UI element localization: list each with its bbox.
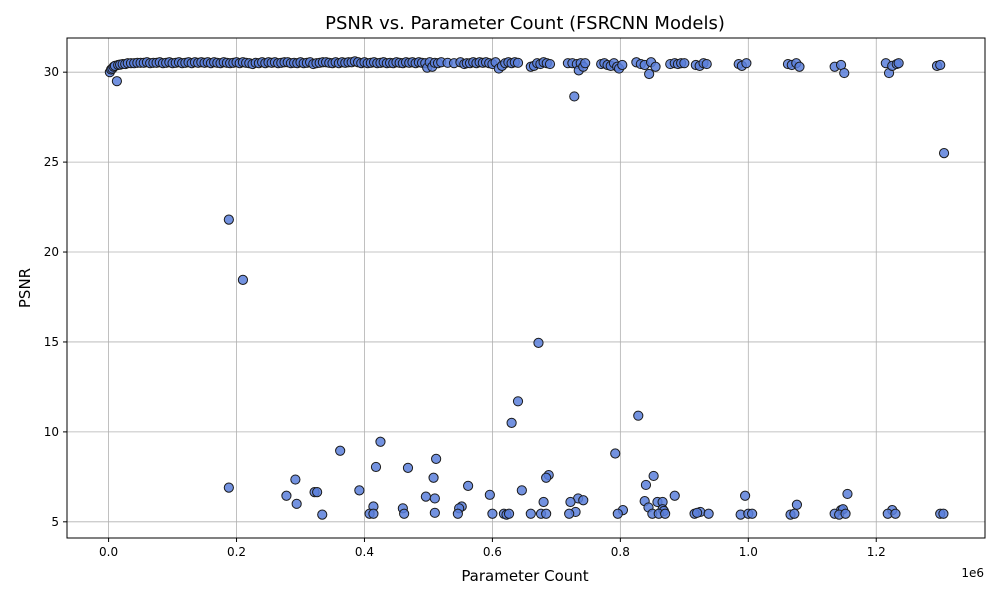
data-point: [428, 472, 439, 483]
grid-lines: [67, 38, 985, 538]
data-point: [565, 496, 576, 508]
x-axis-ticks: 0.0 0.2 0.4 0.6 0.8 1.0 1.2: [99, 538, 886, 559]
data-point: [544, 58, 556, 70]
y-tick-label: 25: [44, 155, 59, 169]
data-point: [402, 462, 414, 473]
data-point: [312, 487, 323, 498]
data-point: [317, 509, 328, 520]
data-point: [612, 508, 623, 519]
data-point: [335, 445, 346, 456]
plot-frame: [66, 37, 986, 539]
data-point: [692, 507, 703, 518]
y-tick-label: 20: [44, 245, 59, 259]
data-point: [679, 58, 690, 69]
data-point: [650, 61, 661, 72]
data-point: [512, 57, 524, 68]
data-point: [644, 68, 655, 80]
data-point: [354, 485, 365, 496]
data-point: [237, 274, 249, 286]
data-point: [938, 148, 950, 159]
y-tick-label: 5: [51, 515, 59, 529]
data-point: [375, 436, 386, 447]
data-point: [935, 59, 946, 71]
data-point: [541, 508, 552, 519]
data-point: [633, 410, 644, 421]
x-axis-label: Parameter Count: [461, 567, 588, 585]
data-point: [789, 508, 800, 519]
data-point: [290, 474, 301, 485]
data-points: [104, 56, 950, 520]
data-point: [580, 58, 591, 69]
data-point: [938, 508, 949, 519]
x-tick-label: 1.2: [867, 545, 886, 559]
data-point: [740, 490, 751, 501]
data-point: [541, 472, 552, 483]
data-point: [429, 493, 440, 504]
data-point: [794, 61, 805, 72]
y-axis-label: PSNR: [16, 268, 34, 308]
data-point: [370, 461, 382, 473]
data-point: [564, 508, 575, 519]
data-point: [431, 453, 442, 464]
data-point: [503, 508, 515, 519]
data-point: [741, 58, 752, 69]
data-point: [660, 508, 671, 519]
x-tick-label: 0.6: [483, 545, 502, 559]
data-point: [842, 488, 853, 500]
data-point: [111, 76, 122, 87]
data-point: [223, 482, 234, 493]
data-point: [648, 470, 659, 482]
y-tick-label: 30: [44, 65, 59, 79]
data-point: [701, 58, 712, 70]
data-point: [281, 490, 292, 501]
data-point: [791, 499, 803, 510]
data-point: [368, 508, 379, 519]
data-point: [893, 58, 904, 69]
data-point: [617, 59, 628, 71]
data-point: [703, 508, 714, 519]
x-tick-label: 0.8: [611, 545, 630, 559]
x-tick-label: 1.0: [739, 545, 758, 559]
data-point: [640, 479, 652, 491]
x-tick-label: 0.4: [355, 545, 374, 559]
data-point: [890, 508, 901, 519]
data-point: [452, 508, 463, 519]
data-point: [525, 508, 536, 519]
data-point: [516, 485, 527, 496]
data-point: [487, 508, 498, 519]
data-point: [569, 91, 580, 102]
data-point: [578, 495, 589, 506]
data-point: [399, 508, 410, 519]
data-point: [747, 508, 758, 519]
x-tick-label: 0.0: [99, 545, 118, 559]
data-point: [291, 498, 302, 509]
data-point: [610, 448, 621, 459]
y-tick-label: 15: [44, 335, 59, 349]
data-point: [484, 489, 495, 500]
data-point: [840, 508, 851, 519]
chart-title: PSNR vs. Parameter Count (FSRCNN Models): [325, 13, 725, 34]
data-point: [223, 214, 234, 225]
data-point: [506, 417, 517, 428]
y-tick-label: 10: [44, 425, 59, 439]
x-tick-label: 0.2: [227, 545, 246, 559]
x-axis-offset-label: 1e6: [961, 566, 984, 580]
data-point: [512, 396, 524, 407]
data-point: [533, 337, 544, 348]
data-point: [839, 67, 850, 79]
data-point: [538, 496, 549, 508]
data-point: [463, 480, 474, 491]
data-point: [669, 490, 680, 501]
data-point: [420, 491, 431, 502]
data-point: [429, 507, 440, 518]
y-axis-ticks: 5 10 15 20 25 30: [44, 65, 67, 529]
